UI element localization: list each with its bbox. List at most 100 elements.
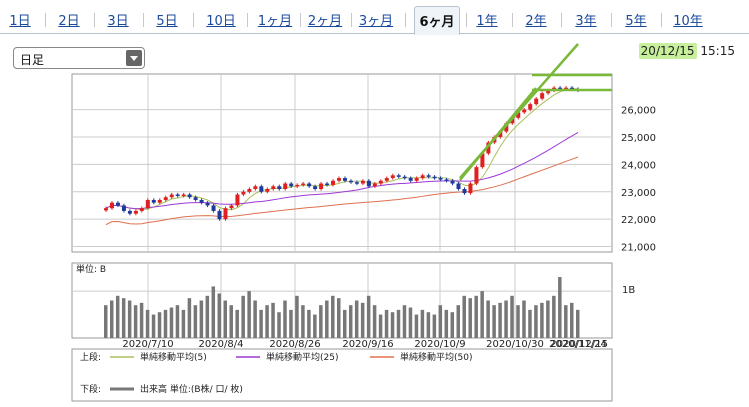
- volume-bar: [151, 314, 156, 338]
- candle: [396, 173, 401, 179]
- candle: [522, 107, 527, 114]
- volume-unit-label: 単位: B: [76, 263, 106, 275]
- volume-bar: [127, 300, 132, 338]
- tab-5[interactable]: 1ヶ月: [257, 14, 293, 29]
- candle: [534, 97, 539, 106]
- tab-separator: [44, 13, 46, 27]
- candle: [325, 181, 330, 187]
- volume-bar: [366, 295, 371, 338]
- tab-separator: [661, 13, 662, 27]
- volume-bar: [133, 305, 138, 338]
- volume-bar: [576, 309, 580, 338]
- candle: [414, 176, 419, 183]
- candle: [217, 209, 222, 221]
- volume-bar: [552, 295, 556, 338]
- candle: [456, 181, 461, 191]
- volume-bar: [444, 309, 449, 338]
- tab-1[interactable]: 2日: [58, 14, 80, 29]
- volume-bar: [516, 305, 520, 338]
- volume-bar: [438, 305, 443, 338]
- candle: [133, 209, 138, 216]
- tab-12[interactable]: 5年: [625, 14, 647, 29]
- candle: [468, 181, 473, 195]
- volume-bar: [408, 307, 413, 338]
- last-update-time: 15:15: [700, 44, 735, 58]
- price-panel: [71, 73, 613, 253]
- tab-separator: [561, 13, 562, 27]
- candle: [528, 102, 533, 112]
- volume-bar: [456, 305, 461, 338]
- volume-bar: [187, 298, 192, 338]
- candle: [277, 184, 282, 191]
- candle: [450, 179, 455, 186]
- volume-bar: [480, 291, 484, 338]
- candle: [259, 184, 264, 194]
- x-tick-3: 2020/9/16: [342, 339, 393, 350]
- candle: [462, 187, 467, 195]
- tab-4[interactable]: 10日: [206, 14, 236, 29]
- volume-bar: [265, 305, 269, 338]
- volume-bar: [295, 295, 299, 338]
- tab-9[interactable]: 1年: [476, 14, 498, 29]
- volume-bar: [522, 300, 526, 338]
- candle: [432, 175, 437, 180]
- volume-bar: [540, 302, 544, 338]
- volume-bar: [193, 305, 198, 338]
- interval-select[interactable]: 日足: [13, 47, 145, 69]
- candle: [384, 176, 389, 183]
- volume-bar: [360, 302, 365, 338]
- tab-separator: [350, 13, 352, 27]
- candle: [331, 179, 336, 187]
- candle: [199, 198, 204, 205]
- tab-11[interactable]: 3年: [575, 14, 597, 29]
- candle: [354, 180, 359, 186]
- volume-bar: [289, 309, 293, 338]
- candle: [169, 192, 174, 199]
- price-y-tick-0: 21,000: [621, 243, 656, 254]
- price-y-tick-5: 26,000: [621, 106, 656, 117]
- candle: [104, 206, 108, 213]
- tab-8[interactable]: 6ヶ月: [414, 6, 460, 35]
- volume-bar: [139, 302, 144, 338]
- tab-0[interactable]: 1日: [9, 14, 31, 29]
- tab-separator: [192, 13, 194, 27]
- volume-bar: [348, 305, 353, 338]
- legend-upper-label: 上段:: [80, 351, 101, 363]
- x-tick-1: 2020/8/4: [199, 339, 244, 350]
- chevron-down-icon[interactable]: [126, 50, 142, 66]
- x-tick-4: 2020/10/9: [414, 339, 465, 350]
- candle: [313, 184, 318, 191]
- candle: [211, 203, 216, 213]
- tab-6[interactable]: 2ヶ月: [307, 14, 343, 29]
- candle: [247, 187, 252, 194]
- candle: [372, 181, 377, 188]
- volume-bar: [104, 305, 108, 338]
- tab-3[interactable]: 5日: [156, 14, 178, 29]
- candle: [360, 179, 365, 186]
- tab-13[interactable]: 10年: [673, 14, 703, 29]
- volume-bar: [121, 298, 126, 338]
- candle: [223, 206, 228, 221]
- candle: [229, 203, 234, 210]
- ma50-line: [105, 156, 579, 226]
- candle: [540, 91, 545, 101]
- volume-bar: [211, 286, 216, 338]
- volume-bar: [241, 295, 245, 338]
- tab-separator: [611, 13, 612, 27]
- volume-bar: [229, 305, 233, 338]
- tab-7[interactable]: 3ヶ月: [358, 14, 394, 29]
- candle: [187, 192, 192, 199]
- x-tick-7: 2020/12/15: [550, 339, 608, 350]
- legend-volume: 出来高 単位:(B株/ 口/ 枚): [140, 383, 243, 395]
- tab-separator: [511, 13, 513, 27]
- legend-lower-label: 下段:: [80, 383, 101, 395]
- candle: [157, 198, 162, 205]
- volume-bar: [331, 295, 335, 338]
- tab-10[interactable]: 2年: [525, 14, 547, 29]
- tab-2[interactable]: 3日: [107, 14, 129, 29]
- candle: [109, 201, 114, 210]
- volume-bar: [492, 305, 496, 338]
- volume-bar: [325, 300, 329, 338]
- legend-box: [71, 348, 613, 402]
- volume-bar: [402, 305, 407, 338]
